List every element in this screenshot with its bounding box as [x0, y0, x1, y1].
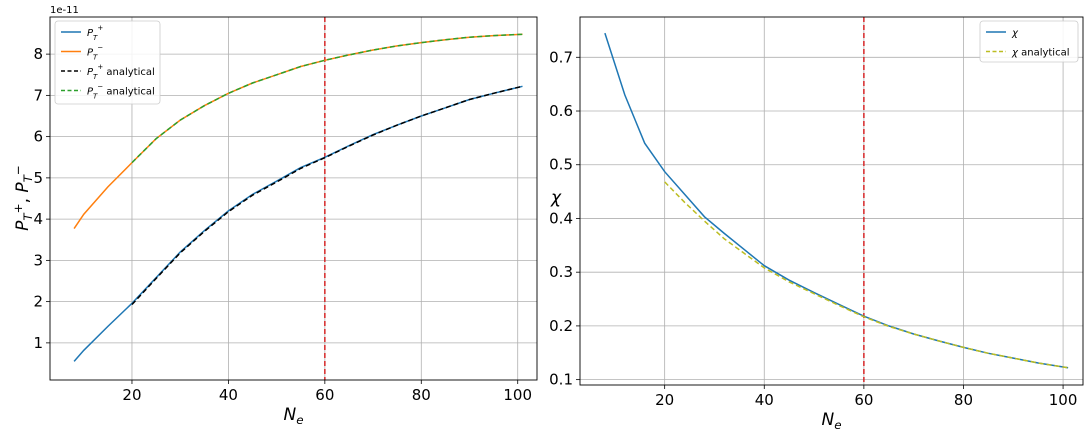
legend-box [54, 20, 161, 105]
legend-label-0: PT+​ [87, 24, 103, 42]
y-tick-label: 3 [33, 251, 43, 269]
x-axis-label: Ne​ [283, 405, 303, 427]
y-tick-label: 0.3 [549, 263, 573, 281]
legend-label-0: χ [1011, 28, 1019, 39]
x-tick-label: 80 [954, 391, 973, 409]
x-tick-label: 20 [122, 386, 141, 404]
legend-label-1: χ analytical [1011, 48, 1070, 59]
y-tick-label: 0.4 [549, 209, 573, 227]
series-line-1 [664, 181, 1069, 369]
y-tick-label: 8 [33, 45, 43, 63]
x-tick-label: 100 [1049, 391, 1078, 409]
y-tick-label: 2 [33, 293, 43, 311]
y-tick-label: 0.7 [549, 48, 573, 66]
series-group [604, 32, 1069, 369]
y-tick-label: 0.1 [549, 371, 573, 389]
x-tick-label: 40 [219, 386, 238, 404]
legend-label-1: PT−​ [87, 44, 103, 62]
x-axis-label: Ne​ [821, 410, 841, 432]
y-tick-label: 1 [33, 334, 43, 352]
left-chart-panel: 20 40 60 80 100 1 2 3 4 5 6 7 8 1e-11 Ne​ PT+, PT−​ PT+​… [11, 5, 538, 427]
legend-label-2: PT+ analytical [87, 63, 155, 81]
y-tick-label: 0.2 [549, 317, 573, 335]
series-line-3 [131, 33, 523, 164]
y-axis-label: PT+, PT−​ [11, 165, 35, 231]
x-tick-label: 60 [854, 391, 873, 409]
x-tick-label: 60 [315, 386, 334, 404]
y-tick-label: 6 [33, 128, 43, 146]
y-tick-label: 0.5 [549, 156, 573, 174]
x-tick-label: 80 [412, 386, 431, 404]
series-line-0 [73, 85, 523, 362]
y-offset-text: 1e-11 [50, 5, 79, 16]
y-tick-label: 5 [33, 169, 43, 187]
series-line-0 [604, 32, 1069, 369]
axes-frame [49, 16, 538, 381]
y-tick-label: 0.6 [549, 102, 573, 120]
legend-label-3: PT− analytical [87, 83, 155, 101]
right-chart-panel: 20 40 60 80 100 0.1 0.2 0.3 0.4 0.5 0.6 0.7 Ne​ χ χ χ a… [549, 16, 1084, 432]
axes-frame [579, 16, 1084, 386]
x-tick-label: 100 [503, 386, 532, 404]
y-axis-label: χ [550, 188, 562, 208]
x-tick-label: 20 [655, 391, 674, 409]
x-tick-label: 40 [755, 391, 774, 409]
y-tick-label: 4 [33, 210, 43, 228]
series-group [73, 33, 523, 362]
y-tick-label: 7 [33, 86, 43, 104]
series-line-2 [131, 85, 523, 306]
